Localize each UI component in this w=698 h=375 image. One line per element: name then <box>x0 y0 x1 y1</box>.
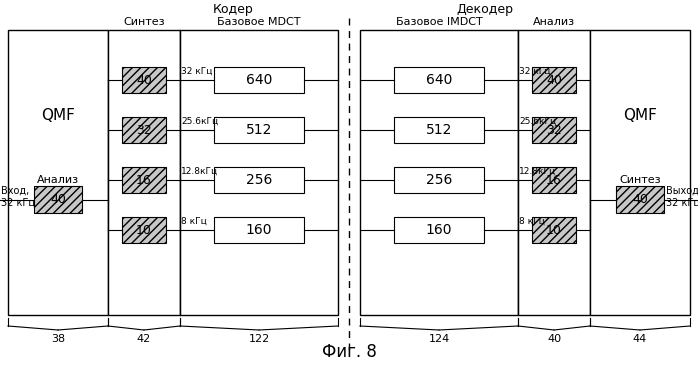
Text: 40: 40 <box>632 193 648 206</box>
Bar <box>214 217 304 243</box>
Text: 256: 256 <box>426 173 452 187</box>
Bar <box>360 30 518 315</box>
Text: 40: 40 <box>547 334 561 344</box>
Text: 25.6кГц: 25.6кГц <box>519 117 556 126</box>
Text: 640: 640 <box>426 73 452 87</box>
Bar <box>394 67 484 93</box>
Bar <box>122 217 166 243</box>
Text: Выход,: Выход, <box>666 186 698 195</box>
Text: 44: 44 <box>633 334 647 344</box>
Bar <box>616 186 664 213</box>
Bar <box>532 67 576 93</box>
Bar <box>518 30 590 315</box>
Text: 38: 38 <box>51 334 65 344</box>
Bar <box>394 217 484 243</box>
Text: 124: 124 <box>429 334 450 344</box>
Text: 256: 256 <box>246 173 272 187</box>
Text: Базовое IMDCT: Базовое IMDCT <box>396 17 482 27</box>
Bar <box>394 167 484 193</box>
Text: 122: 122 <box>248 334 269 344</box>
Text: 8 кГц: 8 кГц <box>181 216 207 225</box>
Text: Декодер: Декодер <box>456 3 514 16</box>
Text: 32 кГц: 32 кГц <box>181 66 212 75</box>
Text: 512: 512 <box>426 123 452 137</box>
Text: 32: 32 <box>136 123 152 136</box>
Text: 160: 160 <box>426 223 452 237</box>
Bar <box>590 30 690 315</box>
Text: Фиг. 8: Фиг. 8 <box>322 343 376 361</box>
Text: Анализ: Анализ <box>533 17 575 27</box>
Text: 10: 10 <box>546 224 562 237</box>
Text: 8 кГц: 8 кГц <box>519 216 544 225</box>
Text: Синтез: Синтез <box>619 175 661 185</box>
Bar <box>122 117 166 143</box>
Text: 10: 10 <box>136 224 152 237</box>
Text: Синтез: Синтез <box>123 17 165 27</box>
Bar <box>532 167 576 193</box>
Text: 12.8кГц: 12.8кГц <box>519 166 556 176</box>
Text: QMF: QMF <box>623 108 657 123</box>
Text: Базовое MDCT: Базовое MDCT <box>217 17 301 27</box>
Bar <box>108 30 180 315</box>
Text: 32 кГц: 32 кГц <box>666 198 698 207</box>
Bar <box>532 117 576 143</box>
Bar <box>8 30 108 315</box>
Bar <box>214 167 304 193</box>
Text: 32 кГц: 32 кГц <box>1 198 35 207</box>
Text: 32 кГц: 32 кГц <box>519 66 551 75</box>
Bar <box>122 167 166 193</box>
Text: 12.8кГц: 12.8кГц <box>181 166 218 176</box>
Bar <box>214 117 304 143</box>
Bar <box>532 217 576 243</box>
Text: 160: 160 <box>246 223 272 237</box>
Bar <box>180 30 338 315</box>
Text: 42: 42 <box>137 334 151 344</box>
Bar <box>214 67 304 93</box>
Text: Вход,: Вход, <box>1 186 29 195</box>
Text: 16: 16 <box>136 174 152 186</box>
Text: Анализ: Анализ <box>37 175 79 185</box>
Text: 40: 40 <box>136 74 152 87</box>
Text: 16: 16 <box>546 174 562 186</box>
Text: 640: 640 <box>246 73 272 87</box>
Text: 40: 40 <box>50 193 66 206</box>
Text: 25.6кГц: 25.6кГц <box>181 117 218 126</box>
Text: QMF: QMF <box>41 108 75 123</box>
Text: Кодер: Кодер <box>213 3 253 16</box>
Bar <box>122 67 166 93</box>
Bar <box>394 117 484 143</box>
Text: 40: 40 <box>546 74 562 87</box>
Bar <box>34 186 82 213</box>
Text: 32: 32 <box>546 123 562 136</box>
Text: 512: 512 <box>246 123 272 137</box>
